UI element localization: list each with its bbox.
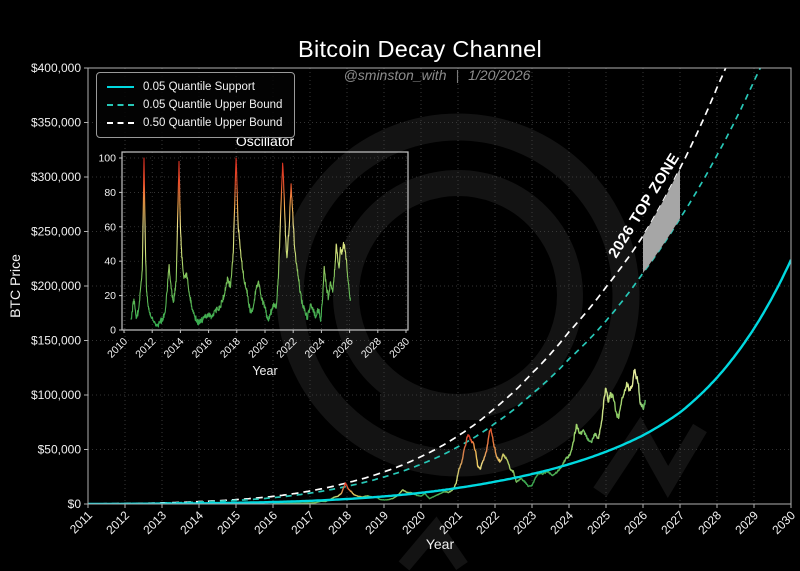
legend-item-support: 0.05 Quantile Support xyxy=(107,81,282,93)
inset-y-tick-label: 80 xyxy=(104,187,116,199)
dashed-line-swatch xyxy=(107,122,134,124)
inset-y-tick-label: 40 xyxy=(104,256,116,268)
chart-date: 1/20/2026 xyxy=(468,67,531,83)
x-axis-title: Year xyxy=(426,536,455,552)
y-tick-label: $350,000 xyxy=(31,116,81,130)
chart-title: Bitcoin Decay Channel xyxy=(297,36,543,62)
y-tick-label: $0 xyxy=(68,497,82,511)
main-grid xyxy=(87,68,792,504)
y-tick-label: $300,000 xyxy=(31,170,81,184)
legend-label: 0.05 Quantile Support xyxy=(143,81,255,93)
btc-price-line xyxy=(272,368,646,504)
author-handle: @sminston_with xyxy=(343,67,447,83)
inset-y-tick-label: 0 xyxy=(110,325,116,337)
y-tick-label: $100,000 xyxy=(31,388,81,402)
quantile-05-upper-line xyxy=(88,68,762,504)
inset-y-tick-label: 60 xyxy=(104,221,116,233)
main-y-tick-labels: $0 $50,000 $100,000 $150,000 $200,000 $250,00… xyxy=(31,61,81,511)
legend-item-upper50: 0.50 Quantile Upper Bound xyxy=(107,117,282,129)
inset-y-tick-label: 20 xyxy=(104,290,116,302)
legend-label: 0.50 Quantile Upper Bound xyxy=(143,117,283,129)
quantile-05-support-line xyxy=(88,259,791,504)
y-tick-label: $200,000 xyxy=(31,279,81,293)
channel-curves xyxy=(88,68,791,504)
y-tick-label: $400,000 xyxy=(31,61,81,75)
top-zone-shade xyxy=(643,168,680,273)
y-tick-label: $150,000 xyxy=(31,334,81,348)
legend-item-upper05: 0.05 Quantile Upper Bound xyxy=(107,99,282,111)
y-tick-label: $250,000 xyxy=(31,225,81,239)
inset-y-tick-label: 100 xyxy=(98,153,116,165)
solid-line-swatch xyxy=(107,86,134,88)
subtitle-separator: | xyxy=(455,67,460,83)
legend-label: 0.05 Quantile Upper Bound xyxy=(143,99,283,111)
legend: 0.05 Quantile Support 0.05 Quantile Uppe… xyxy=(96,72,296,138)
oscillator-line xyxy=(130,157,351,328)
y-tick-label: $50,000 xyxy=(38,443,82,457)
y-axis-title: BTC Price xyxy=(7,254,23,318)
chart-subtitle: @sminston_with | 1/20/2026 xyxy=(344,67,531,83)
dashed-line-swatch xyxy=(107,104,134,106)
main-axis-ticks xyxy=(84,67,792,508)
inset-x-axis-title: Year xyxy=(252,364,277,378)
